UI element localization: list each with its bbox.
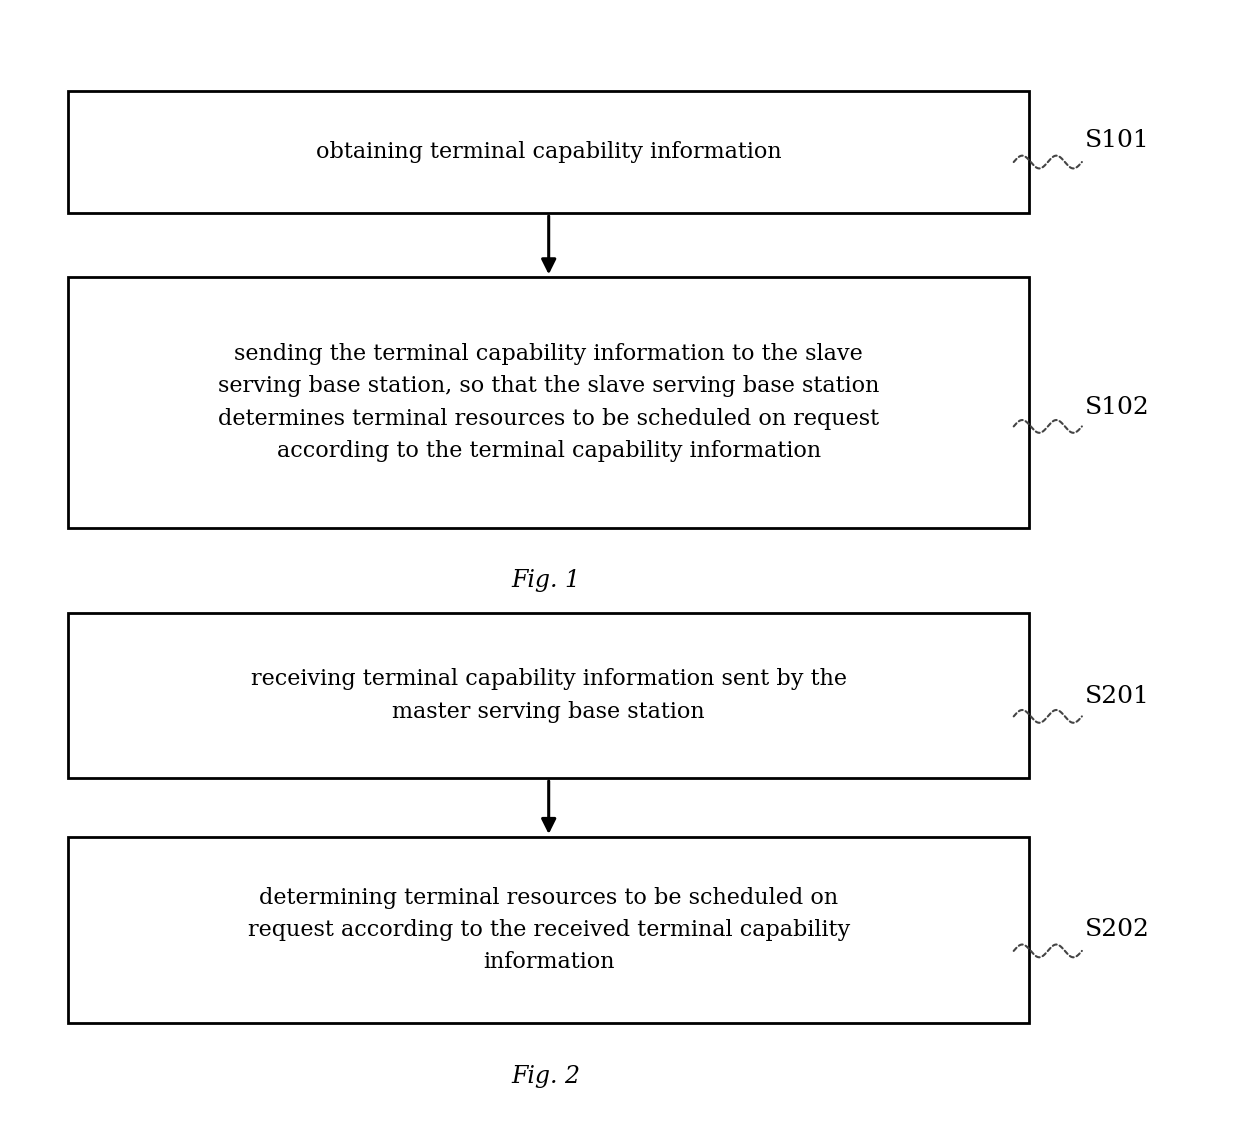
Text: S102: S102 <box>1085 396 1149 419</box>
Text: sending the terminal capability information to the slave
serving base station, s: sending the terminal capability informat… <box>218 344 879 462</box>
Bar <box>68 612 1029 779</box>
Text: receiving terminal capability information sent by the
master serving base statio: receiving terminal capability informatio… <box>250 669 847 723</box>
Bar <box>68 837 1029 1024</box>
Bar <box>68 277 1029 528</box>
Text: Fig. 1: Fig. 1 <box>511 570 580 592</box>
Text: S202: S202 <box>1085 918 1149 941</box>
Text: determining terminal resources to be scheduled on
request according to the recei: determining terminal resources to be sch… <box>248 887 849 973</box>
Text: S201: S201 <box>1085 685 1149 707</box>
Bar <box>68 90 1029 214</box>
Text: obtaining terminal capability information: obtaining terminal capability informatio… <box>316 141 781 163</box>
Text: Fig. 2: Fig. 2 <box>511 1066 580 1088</box>
Text: S101: S101 <box>1085 129 1149 153</box>
